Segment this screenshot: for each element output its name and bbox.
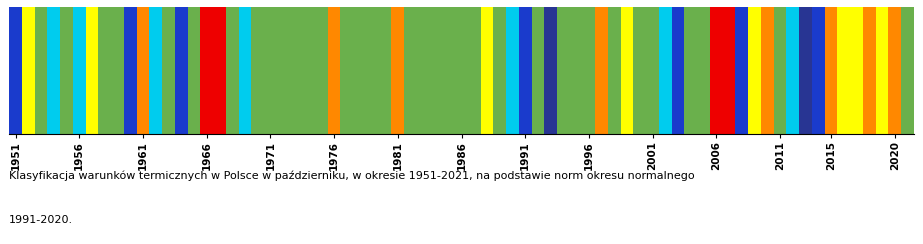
Bar (429, 7, 442, 134)
Bar (315, 7, 328, 134)
Bar (366, 7, 378, 134)
Bar (850, 7, 863, 134)
Bar (35, 7, 47, 134)
Bar (417, 7, 429, 134)
Bar (557, 7, 569, 134)
Bar (545, 7, 557, 134)
Bar (468, 7, 481, 134)
Bar (277, 7, 290, 134)
Bar (749, 7, 761, 134)
Bar (238, 7, 251, 134)
Bar (710, 7, 723, 134)
Bar (354, 7, 366, 134)
Bar (506, 7, 519, 134)
Bar (595, 7, 608, 134)
Bar (773, 7, 786, 134)
Bar (659, 7, 672, 134)
Bar (481, 7, 494, 134)
Bar (863, 7, 876, 134)
Bar (519, 7, 532, 134)
Bar (73, 7, 86, 134)
Bar (685, 7, 697, 134)
Bar (60, 7, 73, 134)
Bar (736, 7, 749, 134)
Bar (888, 7, 901, 134)
Bar (442, 7, 455, 134)
Bar (86, 7, 99, 134)
Bar (672, 7, 685, 134)
Bar (786, 7, 799, 134)
Bar (264, 7, 277, 134)
Bar (837, 7, 850, 134)
Bar (494, 7, 506, 134)
Bar (621, 7, 633, 134)
Bar (799, 7, 812, 134)
Bar (174, 7, 187, 134)
Bar (226, 7, 238, 134)
Bar (901, 7, 914, 134)
Bar (124, 7, 137, 134)
Bar (137, 7, 150, 134)
Bar (251, 7, 264, 134)
Bar (404, 7, 417, 134)
Bar (633, 7, 646, 134)
Bar (22, 7, 35, 134)
Bar (290, 7, 302, 134)
Bar (723, 7, 736, 134)
Bar (455, 7, 468, 134)
Bar (341, 7, 354, 134)
Bar (200, 7, 213, 134)
Bar (187, 7, 200, 134)
Bar (824, 7, 837, 134)
Bar (302, 7, 315, 134)
Bar (99, 7, 111, 134)
Bar (47, 7, 60, 134)
Bar (532, 7, 545, 134)
Bar (697, 7, 710, 134)
Text: Klasyfikacja warunków termicznych w Polsce w październiku, w okresie 1951-2021, : Klasyfikacja warunków termicznych w Pols… (9, 171, 695, 181)
Bar (761, 7, 773, 134)
Bar (812, 7, 824, 134)
Bar (608, 7, 621, 134)
Bar (876, 7, 888, 134)
Bar (328, 7, 341, 134)
Bar (646, 7, 659, 134)
Bar (378, 7, 391, 134)
Bar (391, 7, 404, 134)
Text: 1991-2020.: 1991-2020. (9, 215, 73, 225)
Bar (213, 7, 226, 134)
Bar (9, 7, 22, 134)
Bar (162, 7, 174, 134)
Bar (111, 7, 124, 134)
Bar (582, 7, 595, 134)
Bar (569, 7, 582, 134)
Bar (150, 7, 162, 134)
